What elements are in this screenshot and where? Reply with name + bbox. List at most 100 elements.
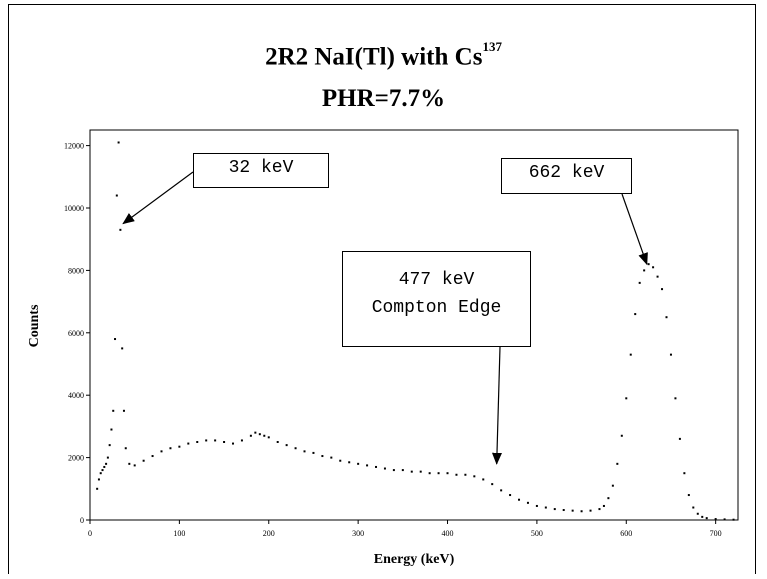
data-point: [249, 434, 252, 437]
data-point: [661, 288, 664, 291]
data-point: [99, 472, 102, 475]
data-point: [321, 455, 324, 458]
data-point: [133, 464, 136, 467]
y-tick-label: 2000: [68, 454, 84, 463]
y-tick-label: 4000: [68, 391, 84, 400]
data-point: [196, 441, 199, 443]
data-series: [96, 141, 735, 521]
annotation-arrows: [122, 171, 648, 465]
data-point: [455, 473, 458, 476]
data-point: [117, 141, 120, 144]
y-tick-label: 12000: [64, 142, 84, 151]
annotation-32kev-label: 32 keV: [228, 158, 294, 178]
data-point: [294, 447, 297, 450]
data-point: [580, 510, 583, 513]
data-point: [330, 456, 333, 459]
data-point: [223, 441, 226, 443]
data-point: [106, 456, 109, 459]
data-point: [562, 509, 565, 512]
data-point: [656, 275, 659, 278]
data-point: [428, 472, 431, 475]
y-tick-label: 0: [80, 516, 84, 525]
x-tick-label: 700: [710, 529, 722, 538]
data-point: [312, 451, 315, 454]
data-point: [101, 469, 104, 472]
data-point: [178, 445, 181, 448]
data-point: [482, 478, 485, 481]
chart-subtitle: PHR=7.7%: [321, 85, 446, 112]
annotation-32kev: 32 keV: [193, 153, 329, 188]
data-point: [115, 194, 118, 197]
data-point: [419, 470, 422, 473]
y-axis-title: Counts: [27, 304, 42, 347]
data-point: [142, 459, 145, 462]
data-point: [643, 269, 646, 272]
data-point: [611, 484, 614, 487]
data-point: [103, 465, 106, 468]
data-point: [518, 498, 521, 501]
data-point: [723, 518, 726, 521]
data-point: [544, 506, 547, 509]
data-point: [652, 266, 655, 269]
data-point: [491, 483, 494, 486]
x-tick-label: 200: [263, 529, 275, 538]
data-point: [285, 444, 288, 447]
data-point: [214, 439, 217, 442]
data-point: [410, 470, 413, 473]
data-point: [348, 461, 351, 464]
data-point: [669, 353, 672, 356]
data-point: [464, 473, 467, 476]
data-point: [114, 338, 117, 341]
data-point: [240, 439, 243, 442]
data-point: [124, 447, 127, 450]
data-point: [683, 472, 686, 475]
data-point: [392, 469, 395, 472]
x-tick-label: 100: [173, 529, 185, 538]
data-point: [96, 487, 99, 490]
data-point: [122, 409, 125, 412]
data-point: [97, 478, 100, 481]
data-point: [696, 512, 699, 515]
y-tick-label: 10000: [64, 204, 84, 213]
data-point: [263, 434, 266, 437]
x-tick-label: 600: [620, 529, 632, 538]
y-axis: 0 2000 4000 6000 8000 10000 12000: [64, 142, 90, 525]
annotation-662kev-label: 662 keV: [528, 163, 605, 183]
data-point: [553, 508, 556, 511]
data-point: [692, 506, 695, 509]
data-point: [110, 428, 113, 431]
annotation-compton-edge-line1: 477 keV: [398, 270, 475, 290]
data-point: [571, 509, 574, 512]
y-tick-label: 6000: [68, 329, 84, 338]
data-point: [647, 263, 650, 266]
data-point: [732, 518, 735, 521]
data-point: [616, 462, 619, 465]
x-tick-label: 300: [352, 529, 364, 538]
data-point: [602, 504, 605, 507]
data-point: [205, 439, 208, 442]
data-point: [339, 459, 342, 462]
x-axis-title: Energy (keV): [374, 552, 455, 567]
data-point: [267, 436, 270, 439]
annotation-arrow: [491, 346, 502, 465]
annotation-arrow: [122, 171, 194, 225]
data-point: [128, 462, 131, 465]
data-point: [620, 434, 623, 437]
annotation-arrow: [621, 193, 648, 266]
data-point: [258, 433, 261, 436]
data-point: [446, 472, 449, 475]
y-tick-label: 8000: [68, 266, 84, 275]
data-point: [473, 475, 476, 478]
chart-title: 2R2 NaI(Tl) with Cs137: [0, 39, 767, 71]
data-point: [687, 494, 690, 497]
data-point: [437, 472, 440, 475]
chart-title-text: 2R2 NaI(Tl) with Cs: [265, 43, 483, 71]
data-point: [526, 501, 529, 504]
x-tick-label: 400: [442, 529, 454, 538]
data-point: [121, 347, 124, 350]
data-point: [366, 464, 369, 467]
data-point: [108, 444, 111, 447]
data-point: [187, 442, 190, 445]
data-point: [276, 441, 279, 443]
